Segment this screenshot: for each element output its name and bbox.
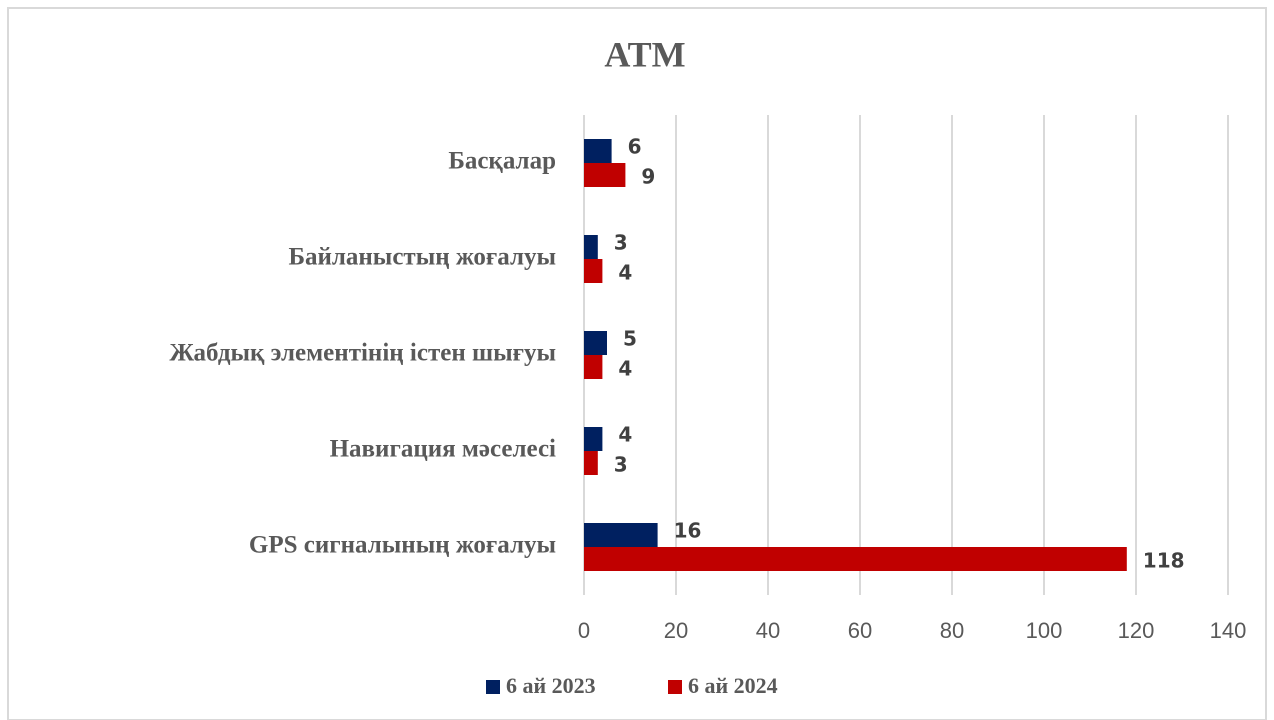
x-tick-label: 120: [1118, 618, 1155, 643]
x-tick-label: 60: [848, 618, 872, 643]
bar: [584, 163, 626, 187]
category-label: Басқалар: [448, 148, 556, 175]
data-label: 5: [623, 327, 637, 351]
legend-label: 6 ай 2023: [506, 673, 596, 698]
chart-frame: [7, 7, 1267, 720]
category-label: Байланыстың жоғалуы: [288, 244, 556, 271]
data-label: 9: [641, 165, 655, 189]
category-label: GPS сигналының жоғалуы: [249, 532, 556, 559]
data-label: 3: [614, 231, 628, 255]
bar: [584, 139, 612, 163]
category-label: Навигация мәселесі: [330, 436, 556, 463]
x-tick-label: 40: [756, 618, 780, 643]
data-label: 4: [618, 357, 632, 381]
bar: [584, 331, 607, 355]
data-label: 118: [1143, 549, 1185, 573]
category-label: Жабдық элементінің істен шығуы: [169, 340, 556, 367]
bar: [584, 259, 603, 283]
x-tick-label: 100: [1026, 618, 1063, 643]
data-label: 4: [618, 261, 632, 285]
data-label: 6: [628, 135, 642, 159]
x-tick-label: 80: [940, 618, 964, 643]
bar: [584, 547, 1127, 571]
legend-swatch: [486, 680, 500, 694]
x-tick-label: 0: [578, 618, 590, 643]
data-label: 3: [614, 453, 628, 477]
data-label: 16: [674, 519, 702, 543]
x-tick-label: 20: [664, 618, 688, 643]
bar: [584, 451, 598, 475]
legend-swatch: [668, 680, 682, 694]
legend-label: 6 ай 2024: [688, 673, 778, 698]
x-tick-label: 140: [1210, 618, 1247, 643]
bar: [584, 355, 603, 379]
bar: [584, 427, 603, 451]
bar: [584, 235, 598, 259]
chart-title: ATM: [604, 34, 685, 74]
bar: [584, 523, 658, 547]
data-label: 4: [618, 423, 632, 447]
